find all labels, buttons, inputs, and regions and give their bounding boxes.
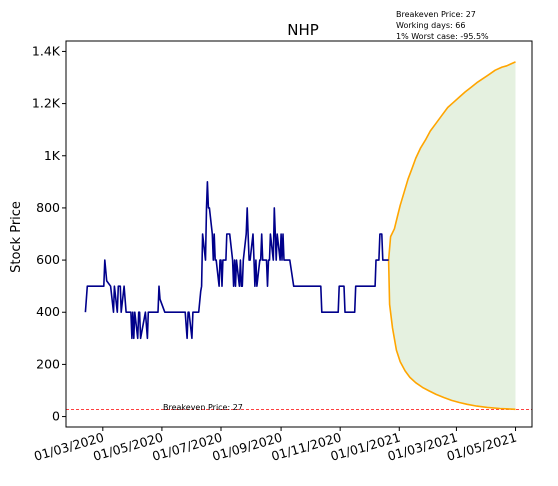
chart-title: NHP xyxy=(287,21,319,39)
info-working-days: Working days: 66 xyxy=(396,21,465,30)
y-tick-label: 200 xyxy=(36,356,60,371)
y-tick-label: 0 xyxy=(52,409,60,424)
y-tick-label: 600 xyxy=(36,252,60,267)
projection-best-line xyxy=(387,61,516,261)
info-worst-case: 1% Worst case: -95.5% xyxy=(396,32,489,41)
y-tick-label: 1.4K xyxy=(32,43,61,58)
y-tick-label: 1.2K xyxy=(32,96,61,111)
y-tick-label: 800 xyxy=(36,200,60,215)
y-tick-label: 1K xyxy=(44,148,61,163)
projection-worst-line xyxy=(387,260,516,411)
breakeven-label: Breakeven Price: 27 xyxy=(163,403,243,412)
y-tick-label: 400 xyxy=(36,304,60,319)
price-line xyxy=(84,181,389,340)
y-axis-label: Stock Price xyxy=(9,201,24,273)
plot-frame xyxy=(65,40,533,428)
info-breakeven: Breakeven Price: 27 xyxy=(396,10,476,19)
